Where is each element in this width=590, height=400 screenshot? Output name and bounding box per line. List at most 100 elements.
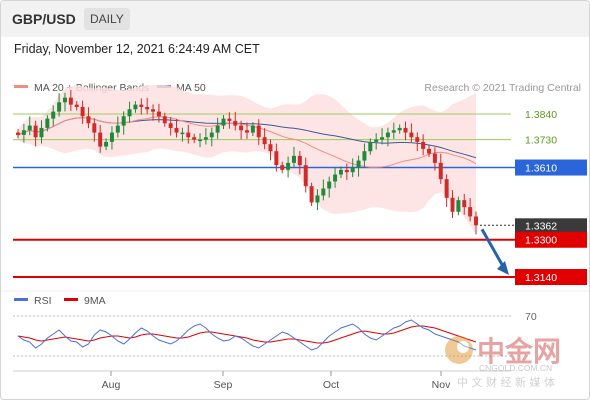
candle-body (280, 165, 285, 170)
candle-body (397, 127, 402, 131)
watermark-tagline: 中 文 财 经 新 媒 体 (457, 375, 555, 389)
candle-body (344, 169, 349, 173)
level-1-3300-tag (515, 231, 587, 248)
watermark-logo-text: 中金网 (477, 335, 561, 368)
candle-body (186, 132, 191, 138)
candle-body (86, 116, 91, 124)
candle-body (274, 151, 279, 166)
candle-body (350, 167, 355, 173)
candle-body (427, 148, 432, 154)
candle-body (262, 137, 267, 145)
candle-body (333, 174, 338, 182)
candle-body (245, 130, 249, 133)
candle-body (151, 109, 156, 112)
watermark-url: CNGOLD.COM.CN (479, 363, 552, 373)
candle-body (368, 141, 373, 152)
candle-body (391, 130, 396, 133)
rsi-legend-swatch (14, 298, 28, 301)
candle-body (92, 123, 97, 133)
copyright-text: Research © 2021 Trading Central (424, 82, 581, 94)
candle-body (327, 181, 332, 189)
candle-body (338, 169, 343, 175)
candle-body (98, 132, 103, 147)
x-tick-label: Sep (214, 379, 233, 391)
rsi-ma9-line (17, 325, 477, 344)
candle-body (421, 141, 426, 149)
x-tick-label: Nov (432, 379, 451, 391)
candle-body (115, 125, 120, 133)
level-1-3300-label: 1.3300 (525, 235, 557, 247)
candle-body (309, 186, 314, 203)
candle-body (315, 195, 320, 203)
candle-body (168, 123, 173, 128)
level-1-3840-label: 1.3840 (525, 109, 557, 121)
candle-body (468, 207, 473, 217)
candle-body (438, 162, 443, 180)
timestamp: Friday, November 12, 2021 6:24:49 AM CET (14, 42, 260, 56)
candle-body (192, 137, 197, 140)
candle-body (174, 127, 179, 133)
candle-body (297, 155, 302, 166)
candle-body (198, 139, 203, 142)
candle-body (291, 155, 296, 163)
candle-body (215, 125, 220, 133)
candle-body (109, 132, 114, 142)
candle-body (45, 118, 50, 128)
candle-body (21, 130, 26, 135)
projection-arrow-head (497, 261, 509, 276)
candle-body (374, 139, 379, 142)
candle-body (227, 118, 232, 121)
candle-body (233, 120, 238, 126)
level-1-3730-label: 1.3730 (525, 135, 557, 147)
candle-body (121, 116, 126, 126)
rsi-legend-label: RSI (34, 295, 52, 307)
candle-body (362, 151, 367, 161)
candle-body (162, 116, 167, 124)
candle-body (239, 125, 244, 131)
ma9-legend-swatch (64, 298, 78, 301)
level-1-3140-label: 1.3140 (525, 272, 557, 284)
candle-body (256, 125, 261, 138)
level-1-3362-label: 1.3362 (525, 220, 557, 232)
candle-body (474, 216, 478, 226)
candle-body (209, 132, 214, 138)
level-1-3610-label: 1.3610 (525, 163, 557, 175)
candle-body (80, 106, 85, 117)
symbol-title: GBP/USD (12, 11, 76, 27)
candle-body (57, 102, 62, 112)
candle-body (133, 104, 138, 110)
chart-header: GBP/USD DAILY (1, 1, 589, 37)
candle-body (403, 127, 408, 133)
watermark-logo-hole (457, 341, 469, 353)
candle-body (127, 109, 132, 117)
candle-body (380, 137, 385, 140)
candle-body (432, 153, 437, 163)
candle-body (450, 197, 455, 212)
candle-body (415, 137, 420, 142)
candle-body (286, 162, 291, 170)
watermark-logo-icon (445, 336, 473, 364)
candle-body (385, 132, 390, 138)
candle-body (250, 125, 255, 133)
candle-body (62, 97, 67, 103)
candle-body (409, 132, 414, 138)
candle-body (221, 118, 226, 126)
rsi-line (17, 319, 477, 351)
rsi-70-label: 70 (525, 311, 537, 323)
candle-body (145, 106, 150, 110)
candle-body (104, 141, 109, 147)
candle-body (444, 179, 449, 198)
candle-body (139, 104, 144, 107)
candle-body (33, 125, 38, 138)
level-1-3140-tag (515, 269, 587, 286)
x-tick-label: Oct (323, 379, 339, 391)
candle-body (180, 132, 185, 135)
candle-body (156, 111, 161, 117)
timeframe-badge[interactable]: DAILY (84, 8, 130, 30)
level-1-3610-tag (515, 159, 587, 176)
candle-body (356, 160, 361, 168)
candle-body (462, 200, 467, 208)
